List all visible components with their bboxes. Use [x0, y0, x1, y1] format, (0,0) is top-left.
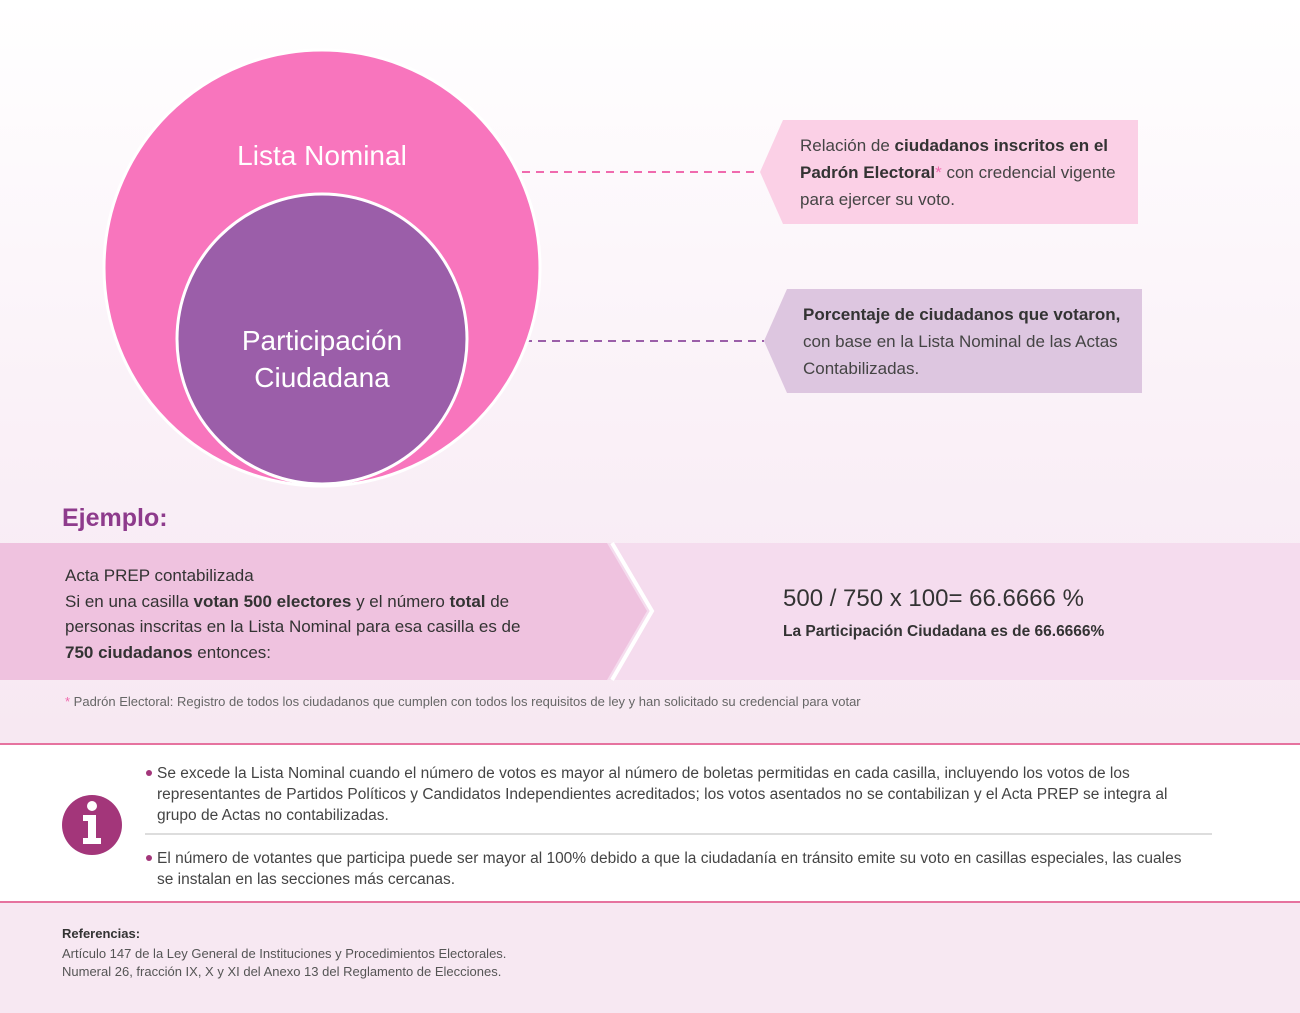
note: Se excede la Lista Nominal cuando el núm… — [157, 765, 1168, 824]
example-arrow — [0, 543, 647, 680]
bold-text: 750 ciudadanos — [65, 642, 193, 662]
bullet — [146, 770, 152, 776]
bold-text: ciudadanos inscritos en el Padrón Electo… — [800, 136, 1109, 182]
formula: 500 / 750 x 100= 66.6666 % — [783, 585, 1084, 612]
callout-box — [760, 120, 1138, 224]
asterisk: * — [935, 163, 942, 182]
text: Padrón Electoral: Registro de todos los … — [70, 694, 861, 709]
reference: Artículo 147 de la Ley General de Instit… — [62, 946, 507, 961]
note: El número de votantes que participa pued… — [157, 850, 1182, 888]
text: con base en la Lista Nominal de las Acta… — [803, 332, 1118, 378]
text: con credencial vigente para ejercer su v… — [800, 163, 1116, 209]
reference: Numeral 26, fracción IX, X y XI del Anex… — [62, 964, 502, 979]
text: de personas inscritas en la Lista Nomina… — [65, 591, 521, 637]
inner-circle — [175, 192, 469, 486]
text: Relación de — [800, 136, 895, 155]
text: Si en una casilla — [65, 591, 194, 611]
text: entonces: — [192, 642, 272, 662]
asterisk: * — [65, 694, 71, 709]
callout-box — [764, 289, 1142, 393]
text: y el número — [351, 591, 450, 611]
info-icon-dot — [87, 801, 97, 811]
footnote: * Padrón Electoral: Registro de todos lo… — [65, 694, 861, 709]
bold-text: Porcentaje de ciudadanos que votaron, — [803, 305, 1121, 324]
callout-text: Porcentaje de ciudadanos que votaron, co… — [803, 301, 1138, 382]
chevron — [610, 541, 655, 682]
example-title: Ejemplo: — [62, 504, 168, 532]
example-text: Acta PREP contabilizada Si en una casilla… — [65, 563, 525, 665]
bullet — [146, 855, 152, 861]
inner-label: Participación Ciudadana — [241, 325, 403, 393]
notes-band — [0, 744, 1300, 902]
bold-text: votan 500 electores — [193, 591, 352, 611]
references-title: Referencias: — [62, 926, 141, 941]
callout-text: Relación de ciudadanos inscritos en el P… — [800, 132, 1130, 213]
bold-text: total — [449, 591, 486, 611]
info-icon-stem — [83, 815, 101, 844]
heading: Acta PREP contabilizada — [65, 566, 254, 585]
result: La Participación Ciudadana es de 66.6666… — [783, 623, 1105, 640]
outer-label: Lista Nominal — [237, 140, 407, 171]
